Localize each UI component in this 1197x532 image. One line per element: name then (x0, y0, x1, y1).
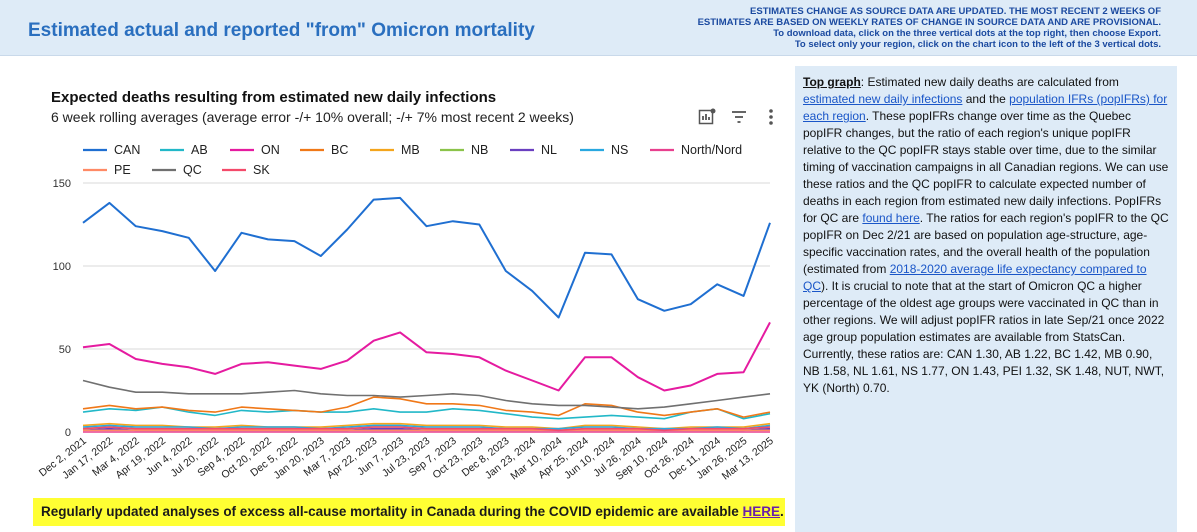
filter-icon[interactable] (729, 107, 749, 127)
series-line-bc (82, 396, 771, 418)
y-tick-label: 0 (65, 427, 71, 439)
banner-text: Regularly updated analyses of excess all… (41, 504, 743, 519)
legend-label: QC (183, 163, 202, 177)
legend-label: NB (471, 143, 488, 157)
panel-text-3: . These popIFRs change over time as the … (803, 109, 1169, 225)
chart-type-icon[interactable] (697, 107, 717, 127)
series-line-ns (82, 424, 771, 430)
header-bar: Estimated actual and reported "from" Omi… (0, 0, 1197, 56)
panel-text-2: and the (962, 92, 1010, 106)
infections-link[interactable]: estimated new daily infections (803, 92, 963, 106)
series-lines (82, 196, 771, 433)
y-tick-label: 100 (53, 261, 71, 273)
legend-label: CAN (114, 143, 140, 157)
excess-mortality-banner: Regularly updated analyses of excess all… (33, 498, 785, 526)
legend-label: AB (191, 143, 208, 157)
notice-line-1: ESTIMATES CHANGE AS SOURCE DATA ARE UPDA… (750, 6, 1161, 17)
series-line-qc (82, 379, 771, 410)
notice-line-2: ESTIMATES ARE BASED ON WEEKLY RATES OF C… (697, 17, 1161, 28)
notice-line-3: To download data, click on the three ver… (773, 28, 1161, 39)
legend: CAN AB ON BC MB NB NL NS North/Nord PE QC SK (83, 143, 742, 177)
explanation-panel: Top graph: Estimated new daily deaths ar… (795, 66, 1177, 532)
legend-label: NL (541, 143, 557, 157)
top-graph-label: Top graph (803, 75, 861, 89)
series-line-sk (82, 426, 771, 432)
chart-title: Expected deaths resulting from estimated… (51, 89, 497, 106)
life-expectancy-link[interactable]: 2018-2020 average life expectancy compar… (803, 262, 1147, 293)
chart-subtitle: 6 week rolling averages (average error -… (51, 109, 574, 125)
legend-label: SK (253, 163, 270, 177)
panel-text-4: . The ratios for each region's popIFR to… (803, 211, 1169, 276)
gridlines (83, 182, 770, 433)
series-line-on (82, 321, 771, 392)
legend-label: North/Nord (681, 143, 742, 157)
here-link[interactable]: HERE (742, 504, 781, 519)
panel-text-1: : Estimated new daily deaths are calcula… (860, 75, 1119, 89)
more-vert-icon[interactable] (761, 107, 781, 127)
series-line-ab (82, 406, 771, 420)
legend-label: MB (401, 143, 420, 157)
notice-line-4: To select only your region, click on the… (794, 39, 1161, 50)
page-title: Estimated actual and reported "from" Omi… (28, 20, 535, 41)
legend-label: BC (331, 143, 348, 157)
legend-label: ON (261, 143, 280, 157)
legend-label: PE (114, 163, 131, 177)
legend-label: NS (611, 143, 628, 157)
panel-text-5: ). It is crucial to note that at the sta… (803, 279, 1165, 395)
banner-suffix: . (780, 504, 784, 519)
found-here-link[interactable]: found here (862, 211, 920, 225)
popifr-link[interactable]: population IFRs (popIFRs) for each regio… (803, 92, 1168, 123)
y-tick-label: 50 (59, 344, 71, 356)
series-line-can (82, 196, 771, 319)
y-tick-label: 150 (53, 178, 71, 190)
